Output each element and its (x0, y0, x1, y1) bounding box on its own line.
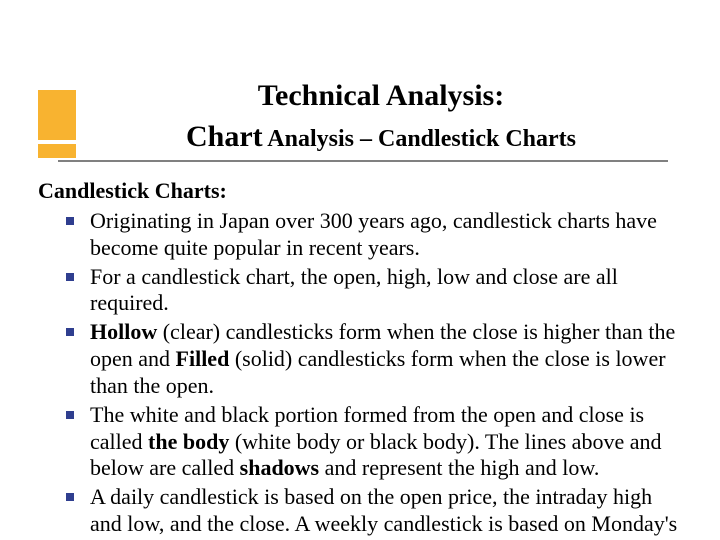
text-run: For a candlestick chart, the open, high,… (90, 264, 618, 316)
bullet-list: Originating in Japan over 300 years ago,… (38, 208, 686, 540)
list-item: The white and black portion formed from … (66, 402, 686, 482)
accent-bar-bottom (38, 144, 76, 158)
list-item: A daily candlestick is based on the open… (66, 484, 686, 540)
title-underline (58, 160, 668, 162)
list-item: Originating in Japan over 300 years ago,… (66, 208, 686, 262)
title-line2: Chart Analysis – Candlestick Charts (76, 116, 686, 158)
list-item: For a candlestick chart, the open, high,… (66, 264, 686, 318)
title-line1: Technical Analysis: (76, 78, 686, 114)
content-heading: Candlestick Charts: (38, 178, 686, 204)
slide: Technical Analysis: Chart Analysis – Can… (0, 0, 720, 540)
text-run: Originating in Japan over 300 years ago,… (90, 208, 657, 260)
title-line2-rest: Analysis – Candlestick Charts (263, 126, 576, 152)
list-item: Hollow (clear) candlesticks form when th… (66, 319, 686, 399)
title-line2-big: Chart (186, 120, 263, 153)
bold-text: the body (148, 429, 229, 454)
bold-text: Filled (176, 346, 230, 371)
content-area: Candlestick Charts: Originating in Japan… (38, 178, 686, 540)
title-area: Technical Analysis: Chart Analysis – Can… (76, 78, 686, 158)
bold-text: shadows (240, 455, 319, 480)
bold-text: Hollow (90, 319, 157, 344)
accent-bar-top (38, 90, 76, 140)
text-run: A daily candlestick is based on the open… (90, 484, 677, 540)
text-run: and represent the high and low. (319, 455, 599, 480)
